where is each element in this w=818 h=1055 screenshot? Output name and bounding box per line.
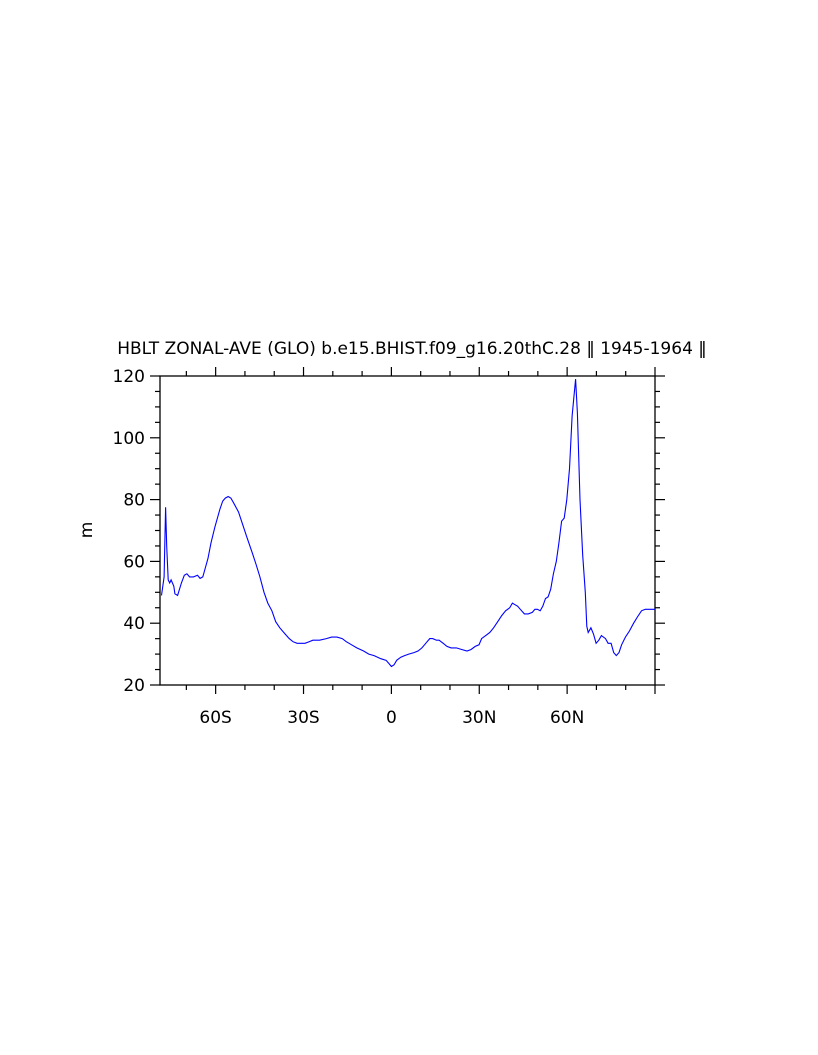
x-tick-label: 30S [287, 708, 319, 728]
y-axis-label: m [77, 522, 97, 539]
x-tick-label: 60N [550, 708, 584, 728]
chart-title: HBLT ZONAL-AVE (GLO) b.e15.BHIST.f09_g16… [117, 339, 707, 359]
y-tick-label: 80 [123, 491, 145, 511]
series-line [160, 379, 655, 668]
y-tick-label: 60 [123, 552, 145, 572]
x-tick-label: 60S [199, 708, 231, 728]
y-tick-label: 120 [113, 367, 145, 387]
x-tick-label: 30N [462, 708, 496, 728]
x-tick-label: 0 [386, 708, 397, 728]
y-tick-label: 100 [113, 429, 145, 449]
axis-tick-labels: 20 40 60 80 100 120 60S 30S 0 30N 60N [113, 367, 585, 728]
axis-ticks [150, 367, 665, 694]
y-tick-label: 20 [123, 676, 145, 696]
plot-frame [159, 375, 656, 686]
y-tick-label: 40 [123, 614, 145, 634]
